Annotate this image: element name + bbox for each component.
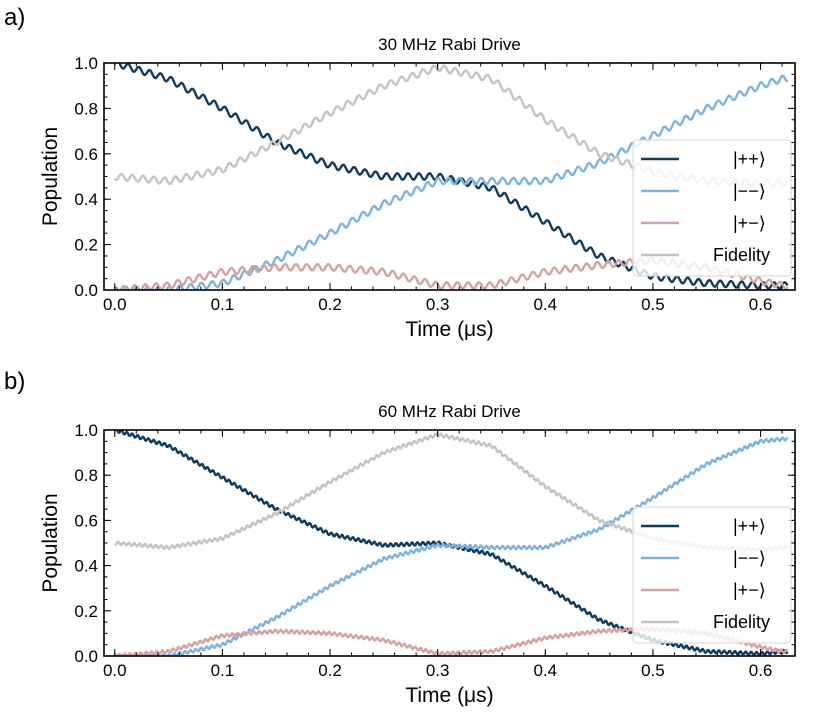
x-tick-label: 0.6 bbox=[749, 661, 773, 680]
legend-box bbox=[632, 139, 792, 277]
legend-label-fidelity: Fidelity bbox=[713, 245, 770, 265]
chart-panel-0: 0.0 0.1 0.2 0.3 0.4 0.5 0.6 0.0 0.2 0.4 0.6 0.8 1.0 3… bbox=[39, 35, 796, 341]
chart-title: 30 MHz Rabi Drive bbox=[378, 35, 521, 54]
y-axis-label: Population bbox=[39, 493, 62, 592]
series-line-mm bbox=[114, 74, 789, 290]
legend: |++⟩ |−−⟩ |+−⟩ Fidelity bbox=[632, 139, 792, 277]
x-tick-label: 0.2 bbox=[318, 661, 342, 680]
x-tick-label: 0.4 bbox=[533, 295, 557, 314]
x-tick-label: 0.5 bbox=[641, 661, 665, 680]
y-axis-label: Population bbox=[39, 127, 62, 226]
panel-label-a: a) bbox=[4, 4, 26, 31]
x-axis-label: Time (μs) bbox=[405, 684, 493, 707]
legend: |++⟩ |−−⟩ |+−⟩ Fidelity bbox=[632, 506, 792, 644]
x-tick-label: 0.2 bbox=[318, 295, 342, 314]
legend-label-pm: |+−⟩ bbox=[733, 580, 766, 600]
x-tick-label: 0.1 bbox=[211, 661, 235, 680]
y-tick-label: 1.0 bbox=[74, 421, 98, 440]
x-tick-label: 0.0 bbox=[103, 661, 127, 680]
x-tick-label: 0.3 bbox=[426, 661, 450, 680]
y-tick-label: 0.2 bbox=[74, 236, 98, 255]
chart-panel-1: 0.0 0.1 0.2 0.3 0.4 0.5 0.6 0.0 0.2 0.4 0.6 0.8 1.0 6… bbox=[39, 402, 796, 707]
legend-box bbox=[632, 506, 792, 644]
y-tick-label: 0.6 bbox=[74, 145, 98, 164]
x-tick-label: 0.1 bbox=[211, 295, 235, 314]
legend-label-pp: |++⟩ bbox=[733, 149, 766, 169]
x-tick-label: 0.3 bbox=[426, 295, 450, 314]
x-tick-label: 0.0 bbox=[103, 295, 127, 314]
y-tick-label: 0.4 bbox=[74, 190, 98, 209]
series-line-pp bbox=[114, 63, 789, 290]
panel-label-b: b) bbox=[4, 368, 26, 395]
legend-label-fidelity: Fidelity bbox=[713, 612, 770, 632]
y-tick-label: 0.2 bbox=[74, 602, 98, 621]
y-tick-label: 0.0 bbox=[74, 647, 98, 666]
y-tick-label: 0.8 bbox=[74, 466, 98, 485]
legend-label-pm: |+−⟩ bbox=[733, 213, 766, 233]
legend-label-mm: |−−⟩ bbox=[733, 548, 766, 568]
plot-frame bbox=[103, 62, 796, 291]
y-tick-label: 0.4 bbox=[74, 557, 98, 576]
x-tick-label: 0.5 bbox=[641, 295, 665, 314]
y-tick-label: 0.0 bbox=[74, 281, 98, 300]
y-tick-label: 0.8 bbox=[74, 99, 98, 118]
x-axis-label: Time (μs) bbox=[405, 318, 493, 341]
chart-title: 60 MHz Rabi Drive bbox=[378, 402, 521, 421]
x-tick-label: 0.6 bbox=[749, 295, 773, 314]
x-tick-label: 0.4 bbox=[533, 661, 557, 680]
legend-label-pp: |++⟩ bbox=[733, 516, 766, 536]
y-tick-label: 1.0 bbox=[74, 54, 98, 73]
legend-label-mm: |−−⟩ bbox=[733, 181, 766, 201]
plot-frame bbox=[103, 429, 796, 657]
series-line-mm bbox=[114, 436, 789, 656]
y-tick-label: 0.6 bbox=[74, 511, 98, 530]
